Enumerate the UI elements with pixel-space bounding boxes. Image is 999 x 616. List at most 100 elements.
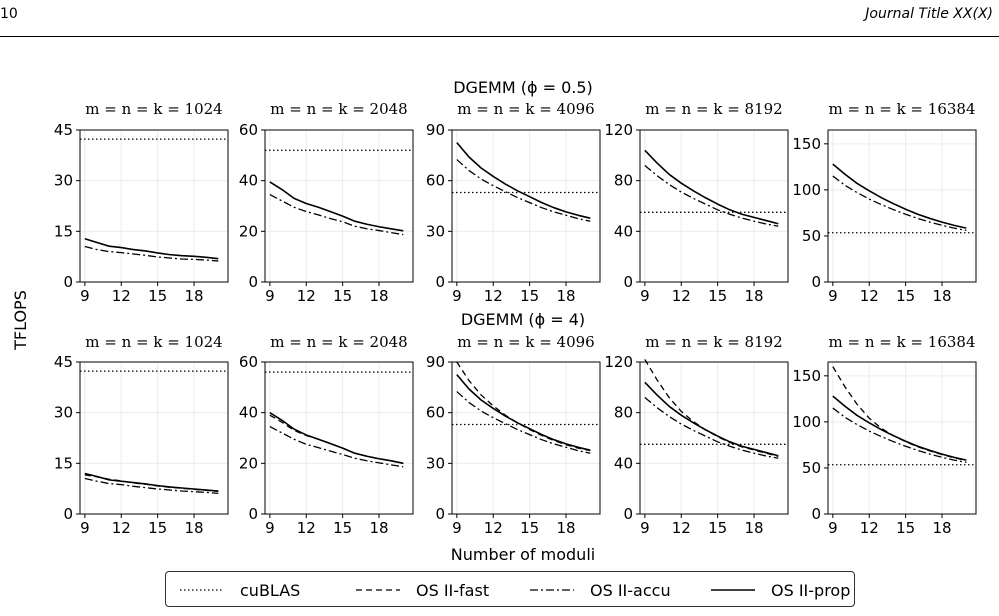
x-tick-label: 15	[520, 519, 539, 537]
legend-entry: OS II-accu	[530, 581, 671, 600]
row-title: DGEMM (ϕ = 4)	[461, 310, 585, 329]
series-os-ii-prop-line	[456, 142, 591, 219]
legend-label: OS II-fast	[416, 581, 489, 600]
panel-2-4: m = n = k = 8192 0 40 80 120 9 12 15 18	[604, 333, 789, 537]
y-tick-label: 150	[792, 367, 821, 385]
plot-frame	[451, 129, 601, 283]
y-tick-label: 80	[614, 404, 633, 422]
series-os-ii-prop-line	[269, 181, 404, 232]
y-axis-label: TFLOPS	[11, 290, 30, 351]
series-os-ii-accu-line	[269, 426, 404, 468]
series-os-ii-prop-line	[832, 395, 967, 461]
y-tick-label: 30	[426, 222, 445, 240]
y-tick-label: 0	[623, 273, 633, 291]
panel-title: m = n = k = 2048	[270, 333, 407, 351]
x-tick-label: 18	[184, 519, 203, 537]
series-os-ii-accu-line	[456, 159, 591, 222]
y-tick-label: 40	[614, 222, 633, 240]
axes-layer: DGEMM (ϕ = 0.5) m = n = k = 1024 0 15 30 45 9 1…	[54, 78, 977, 537]
series-os-ii-prop-line	[84, 237, 219, 260]
x-tick-label: 15	[333, 519, 352, 537]
legend-label: cuBLAS	[240, 581, 300, 600]
y-tick-label: 0	[623, 505, 633, 523]
plot-frame	[827, 361, 977, 515]
x-tick-label: 9	[452, 519, 462, 537]
plot-frame	[639, 129, 789, 283]
panel-1-2: m = n = k = 2048 0 20 40 60 9 12 15 18	[239, 100, 414, 305]
legend-label: OS II-prop	[771, 581, 850, 600]
y-tick-label: 100	[792, 413, 821, 431]
x-tick-label: 9	[828, 519, 838, 537]
x-tick-label: 18	[744, 287, 763, 305]
journal-title: Journal Title XX(X)	[865, 6, 993, 22]
legend-label: OS II-accu	[590, 581, 671, 600]
legend-entry: cuBLAS	[180, 581, 300, 600]
y-tick-label: 0	[811, 273, 821, 291]
y-tick-label: 20	[239, 222, 258, 240]
y-tick-label: 60	[239, 353, 258, 371]
y-tick-label: 60	[239, 121, 258, 139]
x-tick-label: 15	[333, 287, 352, 305]
x-tick-label: 12	[297, 519, 316, 537]
plot-frame	[79, 129, 229, 283]
x-tick-label: 9	[265, 519, 275, 537]
panel-title: m = n = k = 8192	[645, 100, 782, 118]
y-tick-label: 30	[54, 172, 73, 190]
plot-frame	[264, 129, 414, 283]
panel-2-1: m = n = k = 1024 0 15 30 45 9 12 15 18	[54, 333, 229, 537]
y-tick-label: 50	[802, 227, 821, 245]
x-tick-label: 12	[860, 287, 879, 305]
panel-1-5: m = n = k = 16384 0 50 100 150 9 12 15 18	[792, 100, 977, 305]
plot-frame	[451, 361, 601, 515]
y-tick-label: 0	[248, 273, 258, 291]
x-tick-label: 18	[932, 287, 951, 305]
x-tick-label: 9	[452, 287, 462, 305]
x-tick-label: 18	[744, 519, 763, 537]
plot-frame	[264, 361, 414, 515]
y-tick-label: 90	[426, 121, 445, 139]
panel-1-4: m = n = k = 8192 0 40 80 120 9 12 15 18	[604, 100, 789, 305]
y-tick-label: 0	[435, 273, 445, 291]
y-tick-label: 15	[54, 454, 73, 472]
panel-title: m = n = k = 1024	[85, 333, 222, 351]
series-os-ii-fast-line	[644, 359, 779, 457]
series-os-ii-prop-line	[269, 411, 404, 465]
x-tick-label: 12	[297, 287, 316, 305]
x-tick-label: 15	[708, 519, 727, 537]
panel-title: m = n = k = 8192	[645, 333, 782, 351]
plot-frame	[827, 129, 977, 283]
series-os-ii-accu-line	[832, 175, 967, 232]
series-os-ii-accu-line	[456, 391, 591, 454]
row-title: DGEMM (ϕ = 0.5)	[453, 78, 593, 97]
y-tick-label: 40	[614, 454, 633, 472]
panel-title: m = n = k = 16384	[828, 100, 975, 118]
panel-title: m = n = k = 4096	[457, 333, 594, 351]
panel-1-3: m = n = k = 4096 0 30 60 90 9 12 15 18	[426, 100, 601, 305]
series-os-ii-accu-line	[644, 396, 779, 459]
x-tick-label: 18	[932, 519, 951, 537]
y-tick-label: 60	[426, 404, 445, 422]
series-os-ii-fast-line	[269, 414, 404, 464]
x-tick-label: 15	[708, 287, 727, 305]
series-os-ii-prop-line	[84, 472, 219, 492]
page-number: 10	[0, 6, 18, 22]
header-rule	[0, 36, 999, 37]
series-os-ii-prop-line	[832, 163, 967, 229]
series-os-ii-accu-line	[84, 477, 219, 495]
x-tick-label: 18	[184, 287, 203, 305]
panel-2-3: m = n = k = 4096 0 30 60 90 9 12 15 18	[426, 333, 601, 537]
panel-2-2: m = n = k = 2048 0 20 40 60 9 12 15 18	[239, 333, 414, 537]
x-tick-label: 9	[80, 287, 90, 305]
series-os-ii-fast-line	[832, 366, 967, 462]
y-tick-label: 30	[54, 404, 73, 422]
panel-title: m = n = k = 2048	[270, 100, 407, 118]
y-tick-label: 15	[54, 222, 73, 240]
y-tick-label: 45	[54, 353, 73, 371]
series-os-ii-accu-line	[644, 164, 779, 227]
x-tick-label: 9	[640, 287, 650, 305]
y-tick-label: 120	[604, 121, 633, 139]
x-tick-label: 18	[556, 287, 575, 305]
x-tick-label: 15	[520, 287, 539, 305]
x-tick-label: 12	[484, 287, 503, 305]
panel-title: m = n = k = 4096	[457, 100, 594, 118]
